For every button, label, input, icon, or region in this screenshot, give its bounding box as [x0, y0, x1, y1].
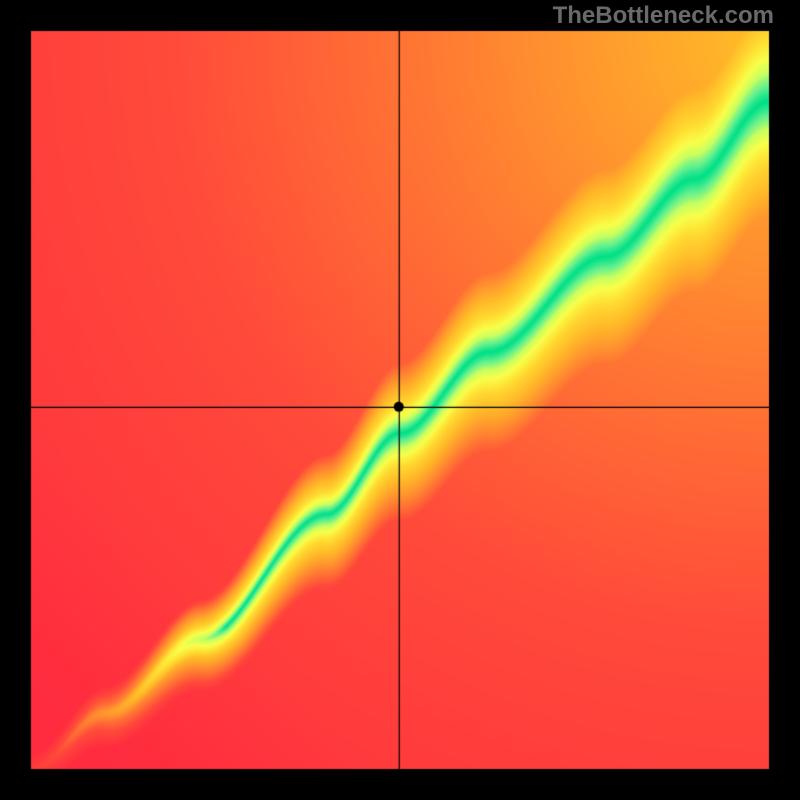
chart-container: TheBottleneck.com	[0, 0, 800, 800]
watermark-text: TheBottleneck.com	[553, 2, 774, 30]
bottleneck-heatmap	[0, 0, 800, 800]
